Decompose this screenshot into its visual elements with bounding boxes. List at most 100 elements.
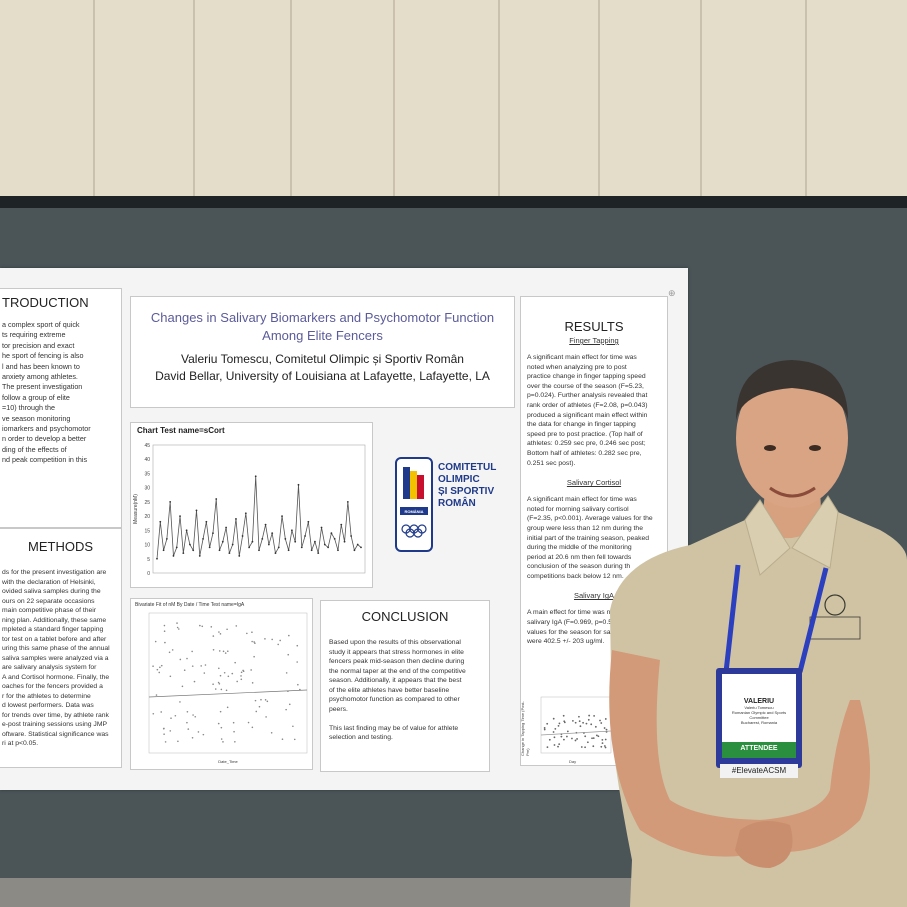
data-point (586, 741, 589, 744)
data-point (181, 685, 184, 688)
data-point (168, 651, 171, 654)
data-point (562, 714, 565, 717)
data-point (233, 730, 235, 733)
data-point (234, 661, 236, 664)
text-line: (F=2.35, p<0.001). Average values for th… (527, 515, 653, 523)
data-point (212, 635, 215, 637)
data-point (288, 703, 291, 706)
data-point (571, 719, 574, 722)
data-point (254, 699, 257, 702)
data-point (604, 738, 607, 741)
text-line: ds for the present investigation are (2, 569, 107, 576)
badge-detail-line: Committee (749, 715, 769, 720)
data-point (284, 537, 287, 540)
x-axis-label: Date_Time (218, 759, 238, 764)
author-line: Valeriu Tomescu, Comitetul Olimpic și Sp… (181, 352, 464, 366)
data-point (177, 740, 179, 743)
text-line: saliva samples were analyzed via a (2, 654, 109, 662)
text-line: p=0.024). Further analysis revealed that (527, 392, 648, 400)
text-line: ri at p<0.05. (2, 740, 39, 747)
text-line: ning plan. Additionally, these same (2, 616, 107, 624)
text-line: group were less than 12 nm during the (527, 524, 643, 532)
text-line: oftware. Statistical significance was (2, 730, 109, 738)
data-point (552, 717, 555, 720)
badge-role: ATTENDEE (740, 745, 778, 752)
data-point (169, 675, 172, 678)
wall-seam (805, 0, 807, 215)
text-line: psychomotor function as compared to othe… (329, 696, 460, 703)
data-point (254, 642, 256, 645)
data-point (576, 738, 578, 740)
data-point (300, 546, 303, 549)
introduction-panel: TRODUCTION a complex sport of quick ts re… (0, 288, 122, 528)
data-point (234, 740, 236, 743)
salivary-iga-subheading: Salivary IgA (573, 591, 615, 601)
conclusion-panel: CONCLUSION Based upon the results of thi… (320, 600, 490, 772)
data-point (192, 549, 195, 552)
data-point (584, 735, 587, 738)
data-point (236, 680, 238, 683)
data-point (202, 537, 204, 540)
data-point (203, 672, 206, 674)
data-point (205, 520, 208, 523)
data-point (604, 746, 607, 749)
data-point (218, 682, 221, 685)
data-point (219, 633, 222, 635)
data-point (210, 626, 213, 628)
data-point (221, 540, 224, 543)
text-line: A significant main effect for time was (527, 496, 637, 504)
data-point (228, 552, 231, 554)
data-point (285, 672, 288, 674)
text-line: period at 20.6 nm then fell towards (527, 553, 632, 561)
text-line: ve season monitoring (2, 413, 71, 423)
text-line: d lowest performers. Data was (2, 702, 94, 709)
data-point (571, 737, 573, 740)
y-tick-label: 10 (144, 543, 150, 549)
data-point (340, 523, 343, 526)
wall-seam (598, 0, 600, 215)
data-point (600, 722, 603, 724)
text-line: noted when analyzing pre to post (527, 363, 627, 371)
data-point (175, 546, 178, 549)
data-point (222, 741, 224, 743)
data-point (343, 540, 346, 543)
data-point (222, 650, 225, 653)
data-point (292, 725, 294, 728)
data-point (297, 483, 300, 486)
salivary-iga-text: A main effect for time was not salivary I… (521, 608, 667, 646)
data-point (603, 745, 606, 747)
data-point (194, 715, 197, 718)
data-point (215, 498, 218, 500)
data-point (235, 625, 238, 627)
data-point (553, 744, 556, 746)
data-point (172, 555, 175, 557)
data-point (187, 728, 190, 730)
title-panel: Changes in Salivary Biomarkers and Psych… (130, 296, 515, 408)
data-point (317, 552, 320, 554)
data-point (601, 742, 604, 745)
badge-detail-line: Bucharest, Romania (740, 720, 778, 725)
text-line: values for the season for saliv (527, 628, 617, 636)
badge-hashtag: #ElevateACSM (731, 766, 787, 775)
data-point (162, 727, 165, 730)
data-point (314, 540, 316, 543)
data-point (560, 735, 563, 738)
data-point (333, 537, 336, 540)
data-point (189, 543, 191, 546)
introduction-text: a complex sport of quick ts requiring ext… (0, 320, 121, 466)
cortisol-chart-title: Chart Test name=sCort (137, 426, 225, 435)
y-tick-label: 45 (144, 443, 150, 449)
data-point (287, 549, 290, 552)
text-line: ours on 22 separate occasions (2, 597, 95, 605)
data-point (185, 529, 188, 532)
data-point (592, 737, 595, 740)
data-point (162, 549, 165, 552)
data-point (174, 714, 177, 717)
data-point (296, 661, 298, 663)
badge-detail-line: Valeriu Tomescu (744, 705, 774, 710)
iga-chart-panel: Bivariate Fit of nM By Date / Time Test … (130, 598, 313, 770)
text-line: This last finding may be of value for at… (329, 724, 459, 732)
data-point (240, 678, 243, 681)
data-point (235, 518, 237, 520)
data-point (277, 643, 279, 646)
